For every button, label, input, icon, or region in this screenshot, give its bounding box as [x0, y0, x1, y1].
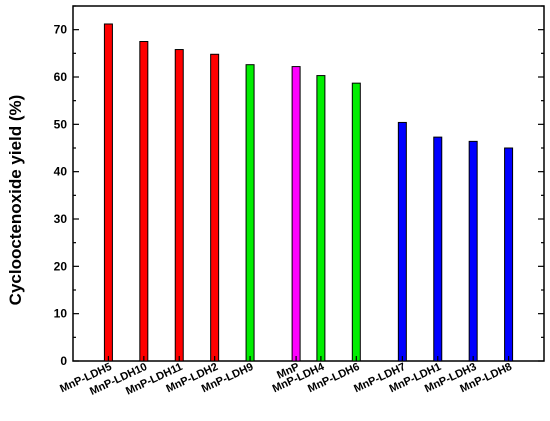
y-tick-label: 40 — [54, 165, 68, 179]
bar-mnp-ldh2 — [210, 53, 220, 362]
bar-series — [103, 23, 514, 362]
y-tick-label: 60 — [54, 70, 68, 84]
y-tick-label: 10 — [54, 307, 68, 321]
bar-mnp-ldh7 — [397, 121, 407, 362]
y-tick-label: 30 — [54, 212, 68, 226]
bar-mnp-ldh8 — [504, 147, 514, 362]
bar-mnp-ldh5 — [103, 23, 113, 362]
x-axis-category-labels: MnP-LDH5MnP-LDH10MnP-LDH11MnP-LDH2MnP-LD… — [58, 356, 514, 398]
bar-mnp-ldh3 — [468, 140, 478, 362]
y-axis-title: Cyclooctenoxide yield (%) — [6, 95, 25, 306]
y-tick-label: 20 — [54, 259, 68, 273]
bar-mnp-ldh6 — [351, 82, 361, 362]
bar-mnp-ldh1 — [433, 136, 443, 362]
y-tick-label: 50 — [54, 117, 68, 131]
bar-mnp-ldh9 — [245, 64, 255, 362]
bar-mnp-ldh10 — [139, 41, 149, 362]
y-tick-label: 0 — [60, 354, 67, 368]
plot-frame — [72, 5, 545, 362]
y-axis-ticks: 0 10 20 30 40 50 60 70 — [54, 5, 544, 368]
plot-area — [72, 5, 545, 362]
bar-mnp — [291, 66, 301, 362]
y-tick-label: 70 — [54, 23, 68, 37]
bar-mnp-ldh4 — [316, 75, 326, 362]
bar-mnp-ldh11 — [174, 49, 184, 362]
